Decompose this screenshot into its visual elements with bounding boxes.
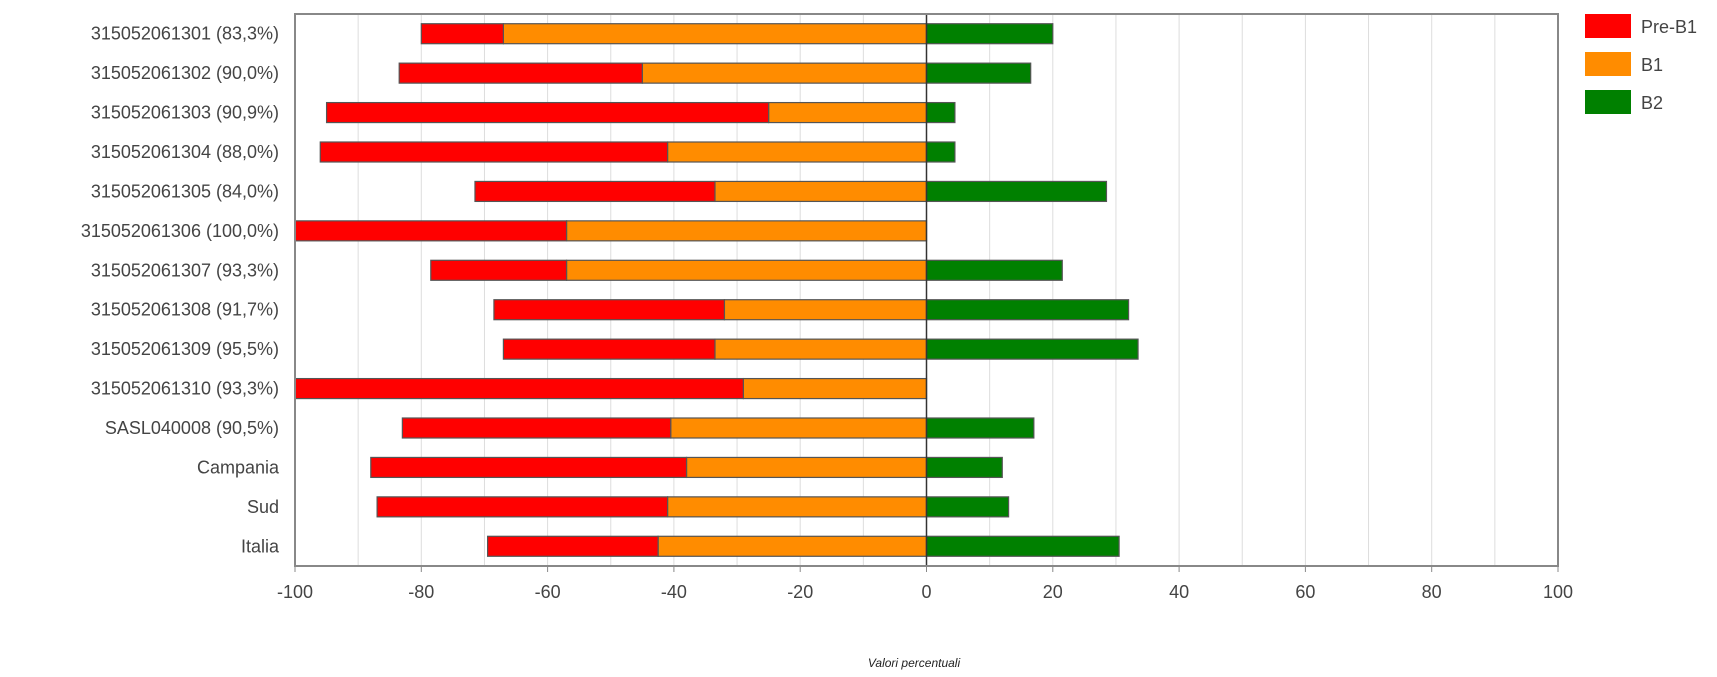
- bar-pre-b1-5: [294, 220, 568, 242]
- x-axis-title: Valori percentuali: [868, 656, 961, 670]
- category-label: 315052061307 (93,3%): [91, 260, 279, 280]
- legend-label-pre-b1: Pre-B1: [1641, 17, 1697, 37]
- bar-b1-1: [641, 62, 928, 84]
- category-label: SASL040008 (90,5%): [105, 418, 279, 438]
- bar-b1-6: [565, 259, 928, 281]
- bar-b2-4: [925, 180, 1108, 203]
- bars: [294, 23, 1139, 557]
- x-tick-label: -40: [661, 582, 687, 602]
- legend-label-b1: B1: [1641, 55, 1663, 75]
- bar-b2-7: [925, 299, 1130, 321]
- legend-label-b2: B2: [1641, 93, 1663, 113]
- x-tick-label: 40: [1169, 582, 1189, 602]
- category-label: 315052061303 (90,9%): [91, 103, 279, 123]
- bar-b1-3: [666, 141, 928, 163]
- category-label: 315052061305 (84,0%): [91, 181, 279, 201]
- x-tick-label: -20: [787, 582, 813, 602]
- x-tick-label: 60: [1295, 582, 1315, 602]
- category-label: 315052061310 (93,3%): [91, 379, 279, 399]
- bar-b1-7: [723, 299, 928, 321]
- x-tick-label: 80: [1422, 582, 1442, 602]
- value-axis: -100 -80 -60 -40 -20 0 20 40 60 80 100: [277, 566, 1573, 602]
- bar-pre-b1-9: [294, 377, 744, 400]
- bar-b1-2: [768, 101, 928, 124]
- x-tick-label: -100: [277, 582, 313, 602]
- bar-pre-b1-12: [376, 496, 669, 518]
- bar-pre-b1-8: [502, 338, 716, 360]
- bar-pre-b1-11: [370, 456, 688, 479]
- bar-b1-10: [670, 417, 928, 439]
- category-label: 315052061308 (91,7%): [91, 300, 279, 320]
- bar-pre-b1-13: [487, 535, 659, 557]
- x-tick-label: -80: [408, 582, 434, 602]
- bar-b2-8: [925, 338, 1139, 360]
- bar-b2-1: [925, 62, 1032, 84]
- x-tick-label: 20: [1043, 582, 1063, 602]
- bar-b1-11: [685, 456, 928, 479]
- category-label: 315052061301 (83,3%): [91, 24, 279, 44]
- bar-b2-12: [925, 496, 1010, 518]
- category-label: Italia: [241, 536, 280, 556]
- bar-pre-b1-6: [430, 259, 568, 281]
- x-tick-label: -60: [535, 582, 561, 602]
- x-tick-label: 100: [1543, 582, 1573, 602]
- category-label: 315052061309 (95,5%): [91, 339, 279, 359]
- bar-b1-5: [565, 220, 928, 242]
- bar-b2-11: [925, 456, 1003, 479]
- legend-swatch-b1: [1585, 52, 1631, 76]
- bar-pre-b1-4: [474, 180, 716, 203]
- bar-b2-2: [925, 101, 956, 124]
- category-label: Campania: [197, 457, 280, 477]
- bar-b2-6: [925, 259, 1063, 281]
- bar-b1-4: [714, 180, 928, 203]
- bar-pre-b1-10: [401, 417, 672, 439]
- bar-pre-b1-1: [398, 62, 643, 84]
- category-label: 315052061304 (88,0%): [91, 142, 279, 162]
- bar-b1-8: [714, 338, 928, 360]
- legend-swatch-b2: [1585, 90, 1631, 114]
- bar-b2-13: [925, 535, 1120, 557]
- legend-swatch-pre-b1: [1585, 14, 1631, 38]
- bar-b1-0: [502, 23, 928, 45]
- bar-pre-b1-2: [325, 101, 770, 124]
- category-label: 315052061302 (90,0%): [91, 63, 279, 83]
- bar-pre-b1-7: [493, 299, 726, 321]
- bar-b1-12: [666, 496, 928, 518]
- bar-b2-0: [925, 23, 1054, 45]
- bar-b2-3: [925, 141, 956, 163]
- category-label: 315052061306 (100,0%): [81, 221, 279, 241]
- category-axis: 315052061301 (83,3%) 315052061302 (90,0%)…: [81, 24, 280, 557]
- x-tick-label: 0: [921, 582, 931, 602]
- bar-pre-b1-3: [319, 141, 669, 163]
- legend: Pre-B1 B1 B2: [1585, 14, 1697, 114]
- bar-b1-9: [742, 377, 928, 400]
- bar-b1-13: [657, 535, 928, 557]
- category-label: Sud: [247, 497, 279, 517]
- bar-pre-b1-0: [420, 23, 504, 45]
- bar-b2-10: [925, 417, 1035, 439]
